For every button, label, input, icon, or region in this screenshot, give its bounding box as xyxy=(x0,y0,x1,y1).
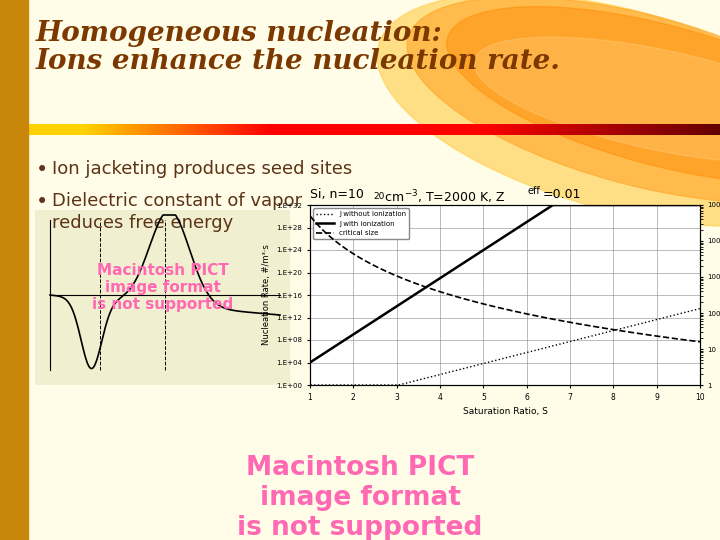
critical size xyxy=(491,303,500,310)
Ellipse shape xyxy=(446,6,720,184)
J with ionization xyxy=(538,208,546,215)
X-axis label: Saturation Ratio, S: Saturation Ratio, S xyxy=(462,407,547,416)
Text: Ion jacketing produces seed sites: Ion jacketing produces seed sites xyxy=(52,160,352,178)
Text: •: • xyxy=(36,192,48,212)
Text: Macintosh PICT
image format
is not supported: Macintosh PICT image format is not suppo… xyxy=(238,455,482,540)
J with ionization xyxy=(517,222,526,229)
J without ionization xyxy=(686,308,695,314)
J with ionization xyxy=(696,202,704,208)
J without ionization xyxy=(538,345,546,352)
critical size xyxy=(517,309,526,316)
J with ionization xyxy=(687,202,696,208)
critical size xyxy=(626,329,634,335)
Text: Dielectric constant of vapor: Dielectric constant of vapor xyxy=(52,192,302,210)
Text: eff: eff xyxy=(527,186,540,196)
critical size xyxy=(538,314,546,320)
Text: Ions enhance the nucleation rate.: Ions enhance the nucleation rate. xyxy=(36,48,561,75)
Line: J with ionization: J with ionization xyxy=(310,205,700,362)
J with ionization xyxy=(626,202,635,208)
J without ionization xyxy=(493,356,502,363)
Text: Homogeneous nucleation:: Homogeneous nucleation: xyxy=(36,20,443,47)
critical size xyxy=(306,213,315,220)
J with ionization xyxy=(493,238,502,244)
Text: cm$^{-3}$, T=2000 K, Z: cm$^{-3}$, T=2000 K, Z xyxy=(381,188,505,206)
J without ionization xyxy=(696,305,704,312)
Ellipse shape xyxy=(407,0,720,203)
J with ionization xyxy=(549,202,557,208)
critical size xyxy=(696,339,704,345)
Ellipse shape xyxy=(377,0,720,226)
Ellipse shape xyxy=(474,37,720,163)
Text: Macintosh PICT
image format
is not supported: Macintosh PICT image format is not suppo… xyxy=(92,262,233,313)
Legend: J without ionization, J with ionization, critical size: J without ionization, J with ionization,… xyxy=(313,208,409,239)
J without ionization xyxy=(491,357,500,364)
Text: 20: 20 xyxy=(373,192,384,201)
J without ionization xyxy=(306,382,315,388)
J with ionization xyxy=(306,359,315,366)
Line: critical size: critical size xyxy=(310,217,700,342)
Text: •: • xyxy=(36,160,48,180)
critical size xyxy=(686,338,695,344)
J without ionization xyxy=(517,350,526,357)
Line: J without ionization: J without ionization xyxy=(310,308,700,385)
Bar xyxy=(0,0,28,540)
Bar xyxy=(35,210,290,385)
Y-axis label: Nucleation Rate, #/m³·s: Nucleation Rate, #/m³·s xyxy=(262,245,271,346)
Text: reduces free energy: reduces free energy xyxy=(52,214,233,232)
J without ionization xyxy=(626,323,634,329)
critical size xyxy=(493,304,502,310)
Bar xyxy=(80,435,635,530)
Text: Si, n=10: Si, n=10 xyxy=(310,188,364,201)
J with ionization xyxy=(491,239,500,246)
Text: =0.01: =0.01 xyxy=(543,188,582,201)
